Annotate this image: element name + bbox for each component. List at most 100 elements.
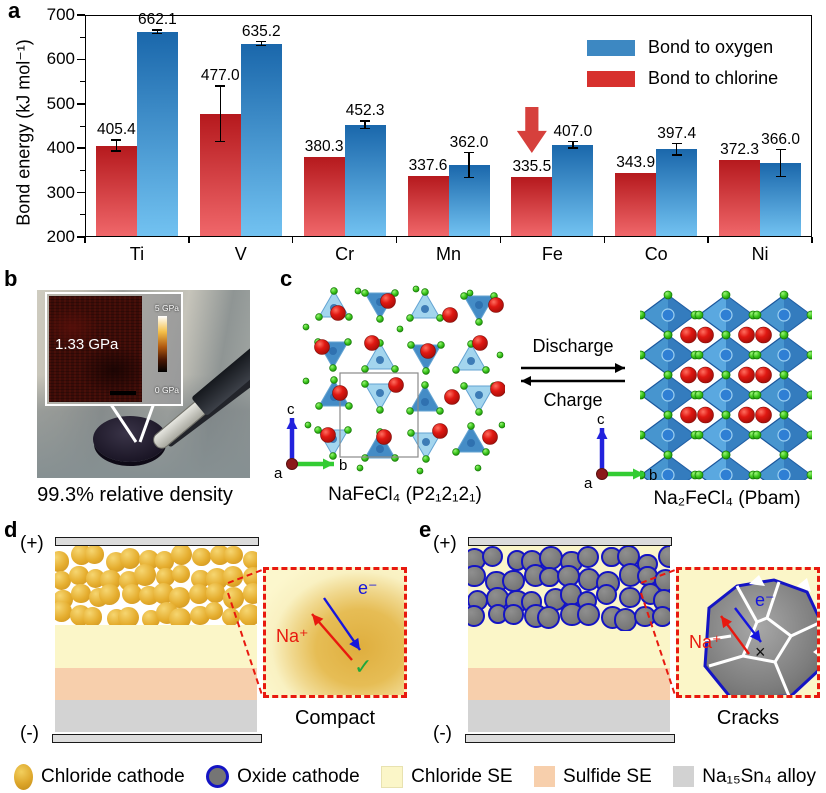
- error-bar: [468, 152, 470, 178]
- chlorine-swatch: [587, 70, 635, 87]
- negative-electrode-bar: [465, 734, 675, 743]
- na-atom: [697, 366, 714, 384]
- cl-atom: [345, 402, 353, 410]
- scale-bar: [110, 391, 136, 395]
- na-atom: [364, 335, 380, 351]
- color-scale-bar: [158, 316, 167, 372]
- fe-atom: [777, 348, 791, 362]
- chloride-cathode-particle: [222, 587, 245, 609]
- cl-atom: [498, 421, 505, 429]
- error-cap: [775, 148, 786, 151]
- x-category-label: V: [234, 244, 247, 264]
- cl-atom: [694, 350, 704, 360]
- error-cap: [360, 127, 371, 130]
- error-cap: [671, 142, 682, 145]
- negative-electrode-bar: [52, 734, 262, 743]
- positive-electrode-bar: [468, 537, 672, 546]
- cl-atom: [806, 430, 812, 440]
- chloride-cathode-particle: [191, 569, 210, 589]
- cl-atom: [466, 289, 474, 297]
- axis-indicator-left: c b a: [274, 402, 347, 482]
- value-label-chlorine-Ni: 372.3: [720, 141, 759, 159]
- na-atom: [738, 366, 755, 384]
- error-cap: [567, 140, 578, 143]
- fe-atom: [719, 308, 733, 322]
- x-category-label: Mn: [435, 244, 461, 264]
- cl-atom: [640, 430, 646, 440]
- x-tick: [291, 237, 294, 243]
- na-atom: [490, 381, 505, 397]
- oxide-cathode-particle: [537, 605, 561, 629]
- cl-atom: [407, 429, 415, 437]
- chloride-cathode-particle: [190, 605, 210, 626]
- cl-atom: [452, 366, 460, 374]
- legend-label: Oxide cathode: [237, 765, 360, 787]
- chloride-cathode-particle: [154, 551, 175, 571]
- cl-atom: [356, 464, 364, 472]
- y-axis-title: Bond energy (kJ mol⁻¹): [13, 39, 34, 226]
- value-label-chlorine-Mn: 337.6: [408, 156, 448, 174]
- y-tick: [77, 191, 85, 194]
- error-cap: [256, 44, 267, 47]
- chloride-cathode-particle: [71, 584, 91, 604]
- na-atom: [444, 389, 460, 405]
- crack-line: [742, 654, 776, 664]
- nafecl4-structure: [302, 285, 505, 475]
- y-minor-tick: [80, 81, 85, 83]
- na-atom: [314, 339, 330, 355]
- value-label-oxygen-Ti: 662.1: [138, 11, 177, 29]
- crack-line: [708, 585, 759, 668]
- check-mark: ✓: [354, 654, 373, 679]
- cl-atom: [330, 287, 338, 295]
- error-cap: [111, 150, 122, 152]
- cl-atom: [779, 370, 789, 380]
- chloride-cathode-particle: [221, 607, 241, 626]
- y-tick: [77, 14, 85, 16]
- cl-atom: [416, 467, 424, 475]
- cl-atom: [806, 390, 812, 400]
- alloy-swatch-icon: [673, 766, 695, 787]
- oxygen-swatch: [587, 39, 635, 56]
- error-cap: [215, 85, 226, 87]
- bar-oxygen-Ti: [136, 31, 178, 236]
- chlorine-legend-label: Bond to chlorine: [648, 68, 779, 88]
- modulus-value: 1.33 GPa: [55, 336, 119, 353]
- legend-item-sulfide-se: Sulfide SE: [534, 766, 652, 788]
- cl-atom: [396, 325, 404, 333]
- svg-text:b: b: [649, 467, 657, 484]
- cl-atom: [361, 380, 369, 388]
- error-cap: [256, 40, 267, 43]
- cl-atom: [721, 410, 731, 420]
- crack-chip: [797, 578, 811, 592]
- cl-atom: [391, 454, 399, 462]
- fe-atom: [777, 468, 791, 480]
- svg-text:a: a: [584, 475, 593, 492]
- cl-atom: [694, 470, 704, 480]
- cl-atom: [663, 370, 673, 380]
- na-atom: [442, 307, 458, 323]
- color-scale-max: 5 GPa: [154, 303, 179, 313]
- chloride-cathode-particle: [239, 603, 257, 626]
- legend-label: Chloride cathode: [41, 765, 185, 787]
- cl-atom: [752, 470, 762, 480]
- bar-chlorine-Ni: [719, 160, 761, 236]
- cl-atom: [406, 314, 414, 322]
- fe-atom: [777, 428, 791, 442]
- na-atom: [755, 326, 772, 344]
- error-bar: [779, 149, 782, 177]
- value-label-oxygen-Cr: 452.3: [345, 102, 385, 120]
- x-category-label: Ni: [751, 244, 769, 264]
- cl-atom: [436, 407, 444, 415]
- alloy-layer: [468, 700, 670, 732]
- oxide-cathode-particle: [502, 569, 526, 593]
- cracked-particle: [703, 575, 817, 695]
- cl-atom: [474, 464, 482, 472]
- chloride-cathode-particle: [242, 583, 257, 605]
- oxide-cathode-particle: [576, 602, 601, 627]
- cl-atom: [640, 310, 646, 320]
- cl-atom: [391, 289, 399, 297]
- negative-terminal-label: (-): [433, 723, 452, 744]
- fe-atom: [661, 308, 675, 322]
- x-tick: [603, 237, 606, 243]
- cl-atom: [663, 410, 673, 420]
